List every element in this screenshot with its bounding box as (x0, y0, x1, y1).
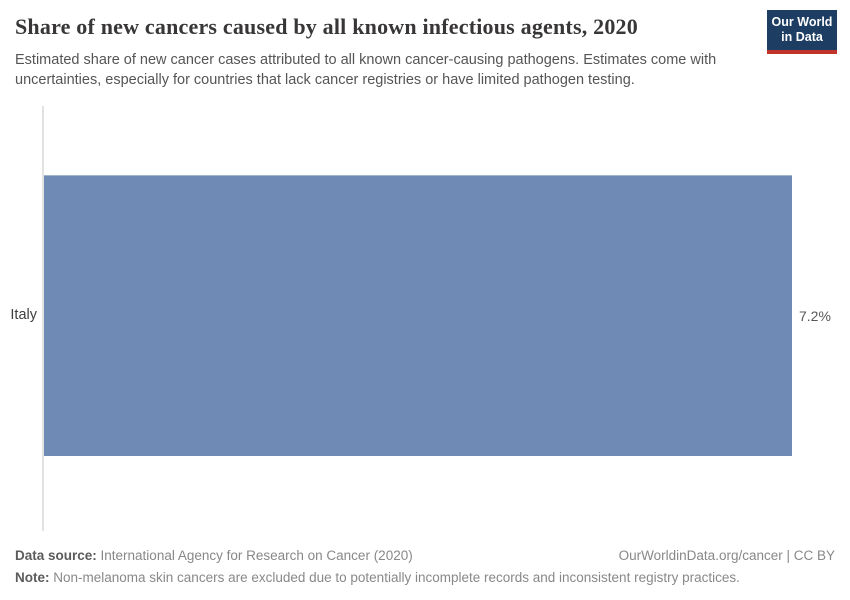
y-axis-line (42, 106, 44, 531)
chart-subtitle: Estimated share of new cancer cases attr… (15, 52, 717, 88)
footer-source-row: Data source: International Agency for Re… (15, 548, 835, 563)
note-label: Note: (15, 570, 50, 585)
bar-italy[interactable] (44, 175, 792, 456)
footer-note-row: Note: Non-melanoma skin cancers are excl… (15, 570, 835, 585)
owid-logo-line1: Our World (771, 15, 833, 29)
owid-logo-line2: in Data (781, 30, 823, 45)
data-source-text: Data source: International Agency for Re… (15, 548, 413, 563)
owid-license-link[interactable]: OurWorldinData.org/cancer | CC BY (618, 548, 835, 563)
data-source-value: International Agency for Research on Can… (96, 548, 413, 563)
chart-title: Share of new cancers caused by all known… (15, 14, 638, 39)
owid-logo[interactable]: Our World in Data (767, 10, 837, 54)
data-source-label: Data source: (15, 548, 97, 563)
note-value: Non-melanoma skin cancers are excluded d… (49, 570, 740, 585)
value-label-italy: 7.2% (799, 308, 831, 324)
entity-label-italy: Italy (10, 307, 37, 323)
